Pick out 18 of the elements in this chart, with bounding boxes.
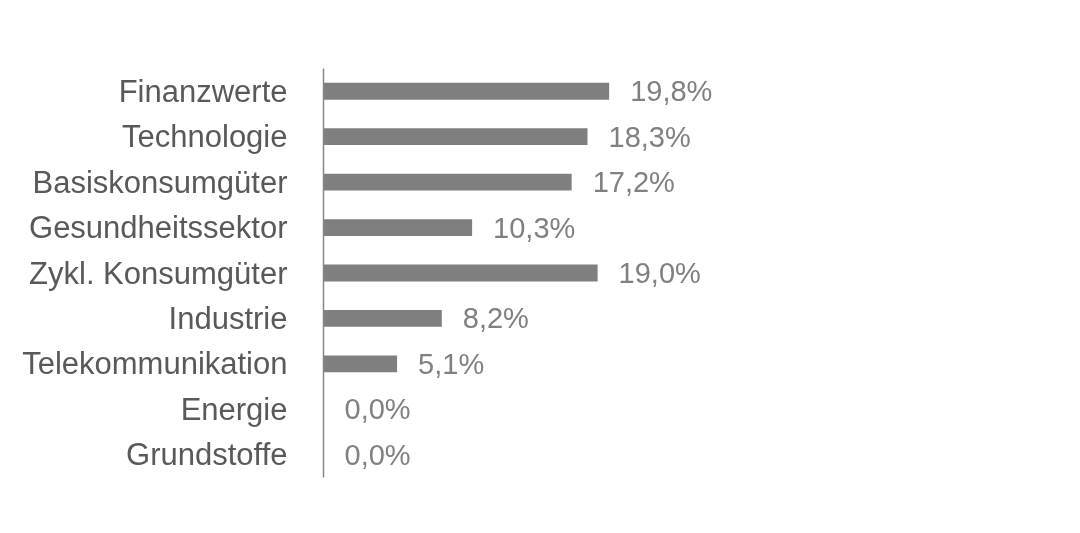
- data-label: 8,2%: [462, 302, 529, 335]
- y-tick-label: Basiskonsumgüter: [32, 164, 288, 200]
- y-tick-label: Telekommunikation: [22, 346, 288, 382]
- data-label: 19,8%: [630, 75, 713, 108]
- y-tick-label: Gesundheitssektor: [29, 210, 288, 246]
- data-label: 0,0%: [344, 393, 411, 426]
- y-tick-label: Grundstoffe: [126, 437, 288, 473]
- y-tick-label: Energie: [180, 391, 288, 427]
- data-label: 5,1%: [418, 347, 485, 380]
- data-label: 0,0%: [344, 438, 411, 471]
- y-tick-label: Finanzwerte: [118, 73, 288, 109]
- data-label: 19,0%: [618, 257, 701, 289]
- y-tick-label: Zykl. Konsumgüter: [29, 255, 288, 291]
- data-label: 10,3%: [493, 211, 576, 244]
- y-tick-label: Industrie: [168, 300, 288, 336]
- data-label: 17,2%: [592, 166, 675, 199]
- y-tick-label: Technologie: [122, 119, 288, 155]
- data-label: 18,3%: [608, 120, 691, 153]
